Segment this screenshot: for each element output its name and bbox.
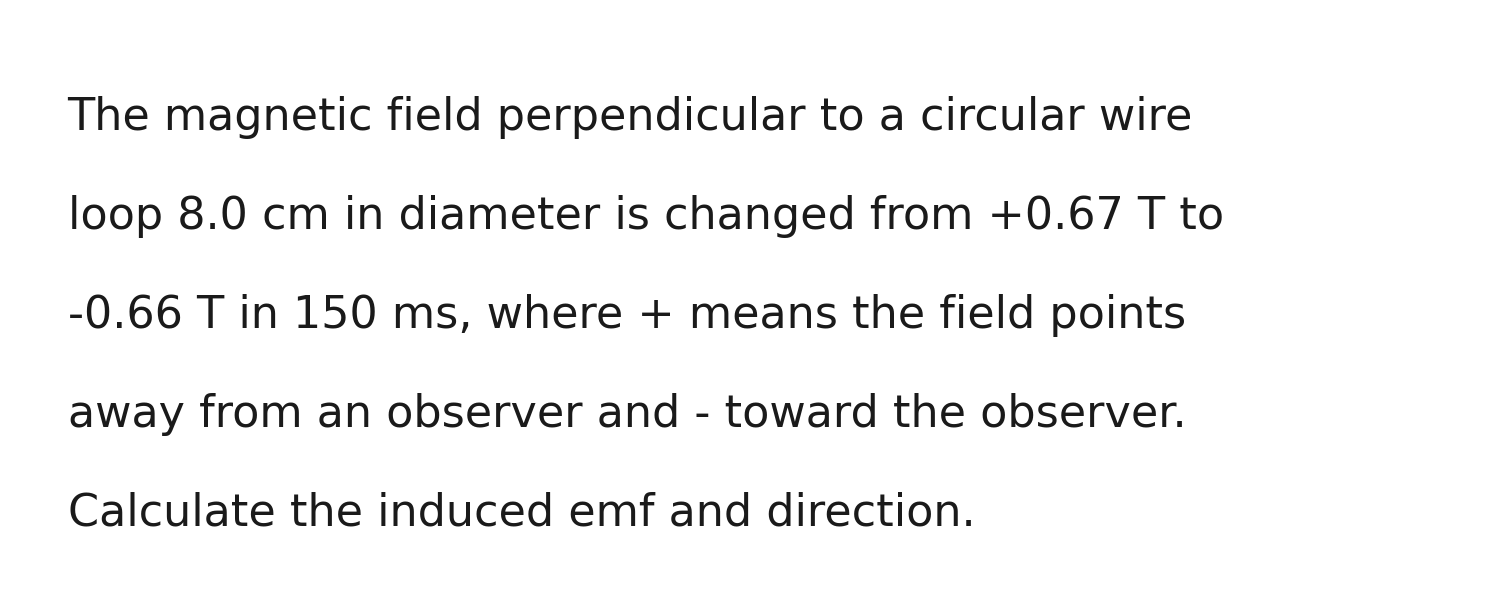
Text: loop 8.0 cm in diameter is changed from +0.67 T to: loop 8.0 cm in diameter is changed from …: [68, 195, 1224, 238]
Text: -0.66 T in 150 ms, where + means the field points: -0.66 T in 150 ms, where + means the fie…: [68, 294, 1185, 337]
Text: away from an observer and - toward the observer.: away from an observer and - toward the o…: [68, 393, 1186, 436]
Text: The magnetic field perpendicular to a circular wire: The magnetic field perpendicular to a ci…: [68, 96, 1192, 139]
Text: Calculate the induced emf and direction.: Calculate the induced emf and direction.: [68, 492, 975, 535]
